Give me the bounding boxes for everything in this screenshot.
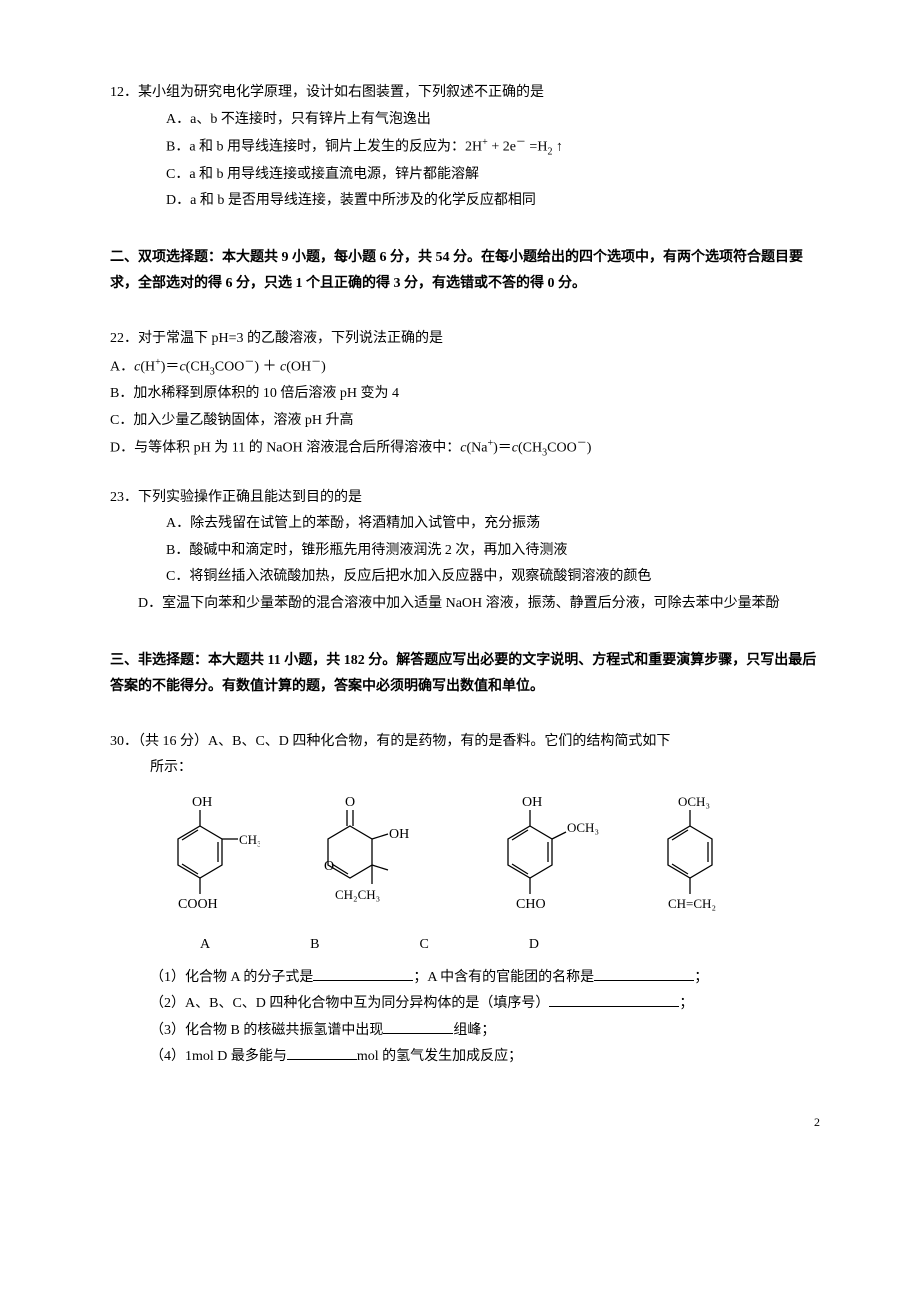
structure-d: OCH₃ CH=CH₂ <box>640 792 760 922</box>
q30-sub1c: ； <box>694 970 708 985</box>
struct-b-oh: OH <box>389 827 409 842</box>
struct-b-o-top: O <box>345 795 355 810</box>
q12-opt-a: A．a、b 不连接时，只有锌片上有气泡逸出 <box>110 107 830 134</box>
struct-a-oh: OH <box>192 795 212 810</box>
q30-sub3: （3）化合物 B 的核磁共振氢谱中出现 组峰； <box>110 1018 830 1045</box>
struct-b-ch2ch3: CH₂CH₃ <box>335 887 380 902</box>
q30-sub3b: 组峰； <box>453 1023 495 1038</box>
q30-stem2: 所示： <box>110 755 830 782</box>
q23-opt-c: C．将铜丝插入浓硫酸加热，反应后把水加入反应器中，观察硫酸铜溶液的颜色 <box>110 564 830 591</box>
q12-opt-b: B．a 和 b 用导线连接时，铜片上发生的反应为：2H+ + 2e－ =H2 ↑ <box>110 133 830 161</box>
sup-plus: + <box>482 137 488 148</box>
q30-sub1b: ；A 中含有的官能团的名称是 <box>413 970 594 985</box>
blank-1a[interactable] <box>313 980 413 981</box>
q30-sub3a: （3）化合物 B 的核磁共振氢谱中出现 <box>150 1023 383 1038</box>
q12-opt-d: D．a 和 b 是否用导线连接，装置中所涉及的化学反应都相同 <box>110 188 830 215</box>
question-30: 30．（共 16 分）A、B、C、D 四种化合物，有的是药物，有的是香料。它们的… <box>110 729 830 1071</box>
q30-sub2: （2）A、B、C、D 四种化合物中互为同分异构体的是（填序号） ； <box>110 991 830 1018</box>
q30-stem1: 30．（共 16 分）A、B、C、D 四种化合物，有的是药物，有的是香料。它们的… <box>110 729 830 756</box>
q30-sub2a: （2）A、B、C、D 四种化合物中互为同分异构体的是（填序号） <box>150 996 549 1011</box>
q22-opt-d: D．与等体积 pH 为 11 的 NaOH 溶液混合后所得溶液中：c(Na+)＝… <box>110 434 830 462</box>
question-12: 12．某小组为研究电化学原理，设计如右图装置，下列叙述不正确的是 A．a、b 不… <box>110 80 830 215</box>
structures-row: OH CH₃ COOH O OH <box>110 792 830 922</box>
structure-a: OH CH₃ COOH <box>150 792 260 922</box>
q12-opt-c: C．a 和 b 用导线连接或接直流电源，锌片都能溶解 <box>110 162 830 189</box>
sup-minus: － <box>516 137 526 148</box>
q23-opt-b: B．酸碱中和滴定时，锥形瓶先用待测液润洗 2 次，再加入待测液 <box>110 538 830 565</box>
q22-stem: 22．对于常温下 pH=3 的乙酸溶液，下列说法正确的是 <box>110 326 830 353</box>
structure-c: OH OCH₃ CHO <box>480 792 600 922</box>
q30-sub2b: ； <box>679 996 693 1011</box>
q22-opt-a: A．c(H+)＝c(CH3COO－) ＋ c(OH－) <box>110 353 830 381</box>
struct-c-cho: CHO <box>516 897 546 912</box>
label-d: D <box>529 932 539 959</box>
structure-b: O OH O CH₂CH₃ <box>300 792 440 922</box>
blank-2[interactable] <box>549 1006 679 1007</box>
struct-d-chch2: CH=CH₂ <box>668 896 716 911</box>
q22-opt-b: B．加水稀释到原体积的 10 倍后溶液 pH 变为 4 <box>110 381 830 408</box>
struct-a-cooh: COOH <box>178 897 218 912</box>
blank-4[interactable] <box>287 1059 357 1060</box>
struct-b-o-ring: O <box>324 859 334 874</box>
label-b: B <box>310 932 319 959</box>
blank-1b[interactable] <box>594 980 694 981</box>
question-22: 22．对于常温下 pH=3 的乙酸溶液，下列说法正确的是 A．c(H+)＝c(C… <box>110 326 830 463</box>
structure-labels: A B C D <box>110 932 830 959</box>
page-number: 2 <box>110 1111 830 1134</box>
q23-stem: 23．下列实验操作正确且能达到目的的是 <box>110 485 830 512</box>
q12-optb-pre: B．a 和 b 用导线连接时，铜片上发生的反应为：2H <box>166 140 482 155</box>
q30-sub1a: （1）化合物 A 的分子式是 <box>150 970 313 985</box>
label-a: A <box>200 932 210 959</box>
question-23: 23．下列实验操作正确且能达到目的的是 A．除去残留在试管上的苯酚，将酒精加入试… <box>110 485 830 618</box>
section-3-heading: 三、非选择题：本大题共 11 小题，共 182 分。解答题应写出必要的文字说明、… <box>110 648 830 701</box>
q30-sub4: （4）1mol D 最多能与 mol 的氢气发生加成反应； <box>110 1044 830 1071</box>
q30-sub1: （1）化合物 A 的分子式是 ；A 中含有的官能团的名称是 ； <box>110 965 830 992</box>
label-c: C <box>419 932 428 959</box>
q23-opt-d: D．室温下向苯和少量苯酚的混合溶液中加入适量 NaOH 溶液，振荡、静置后分液，… <box>110 591 830 618</box>
q23-opt-a: A．除去残留在试管上的苯酚，将酒精加入试管中，充分振荡 <box>110 511 830 538</box>
struct-d-och3: OCH₃ <box>678 794 710 809</box>
struct-a-ch3: CH₃ <box>239 832 260 847</box>
q30-sub4b: mol 的氢气发生加成反应； <box>357 1049 522 1064</box>
q30-sub4a: （4）1mol D 最多能与 <box>150 1049 287 1064</box>
q12-stem: 12．某小组为研究电化学原理，设计如右图装置，下列叙述不正确的是 <box>110 80 830 107</box>
struct-c-och3: OCH₃ <box>567 820 599 835</box>
q12-optb-post: ↑ <box>552 140 563 155</box>
section-2-heading: 二、双项选择题：本大题共 9 小题，每小题 6 分，共 54 分。在每小题给出的… <box>110 245 830 298</box>
blank-3[interactable] <box>383 1033 453 1034</box>
q22-opt-c: C．加入少量乙酸钠固体，溶液 pH 升高 <box>110 408 830 435</box>
struct-c-oh: OH <box>522 795 542 810</box>
